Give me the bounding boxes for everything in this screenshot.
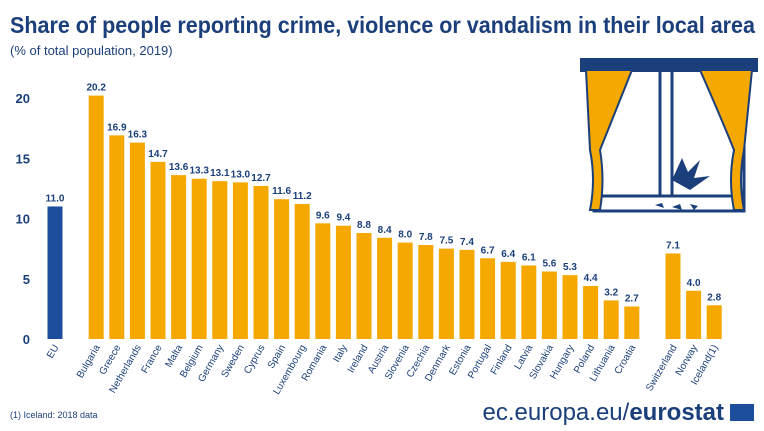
bar (377, 237, 393, 339)
bar (706, 305, 722, 339)
bar (109, 135, 125, 339)
bar (500, 261, 516, 339)
bar (480, 258, 496, 339)
bar (562, 275, 578, 339)
value-label: 6.1 (522, 252, 536, 263)
y-tick-label: 5 (23, 272, 30, 287)
chart-subtitle: (% of total population, 2019) (10, 43, 173, 58)
source-domain: ec.europa.eu/ (483, 399, 630, 426)
bar (129, 142, 145, 339)
value-label: 11.6 (272, 186, 291, 197)
y-tick-label: 15 (16, 151, 30, 166)
bar (438, 248, 454, 339)
value-label: 8.0 (398, 230, 412, 241)
y-tick-label: 20 (16, 91, 30, 106)
value-label: 7.1 (666, 240, 680, 251)
bar (47, 206, 63, 339)
value-label: 5.6 (542, 259, 556, 270)
value-label: 8.4 (378, 225, 392, 236)
value-label: 11.2 (293, 191, 312, 202)
value-label: 4.4 (584, 273, 598, 284)
value-label: 7.8 (419, 232, 433, 243)
bar (294, 204, 310, 339)
value-label: 8.8 (357, 220, 371, 231)
value-label: 11.0 (46, 193, 65, 204)
value-label: 13.6 (169, 162, 189, 173)
bar (335, 225, 351, 339)
value-label: 9.6 (316, 210, 330, 221)
value-label: 14.7 (148, 149, 168, 160)
bar (315, 223, 331, 339)
value-label: 20.2 (86, 83, 106, 94)
value-label: 13.3 (189, 166, 209, 177)
bar (665, 253, 681, 339)
bar (583, 285, 599, 339)
y-tick-label: 10 (16, 212, 30, 227)
bar (191, 178, 207, 339)
value-label: 13.0 (231, 169, 251, 180)
value-label: 5.3 (563, 262, 577, 273)
chart-title: Share of people reporting crime, violenc… (10, 12, 755, 38)
eu-flag (730, 404, 754, 421)
bar (212, 181, 228, 339)
value-label: 2.7 (625, 293, 639, 304)
value-label: 7.5 (439, 236, 453, 247)
value-label: 4.0 (687, 278, 701, 289)
bar (88, 95, 104, 339)
bar (603, 300, 619, 339)
value-label: 9.4 (336, 213, 350, 224)
bar (171, 175, 187, 339)
bar (274, 199, 290, 339)
bar (356, 232, 372, 339)
value-label: 2.8 (707, 292, 721, 303)
bar (150, 161, 166, 339)
value-label: 3.2 (604, 287, 618, 298)
window-illustration (580, 58, 758, 213)
bar (686, 290, 702, 339)
value-label: 16.3 (128, 130, 148, 141)
value-label: 6.7 (481, 245, 495, 256)
bar (541, 271, 557, 339)
bar (253, 185, 269, 339)
bar (521, 265, 537, 339)
bar (232, 182, 248, 339)
y-tick-label: 0 (23, 332, 30, 347)
bar (418, 245, 434, 339)
bar (397, 242, 413, 339)
value-label: 13.1 (210, 168, 230, 179)
value-label: 6.4 (501, 249, 515, 260)
value-label: 12.7 (251, 173, 271, 184)
bar (624, 306, 640, 339)
footnote: (1) Iceland: 2018 data (10, 410, 98, 420)
source-brand: eurostat (629, 399, 724, 426)
value-label: 16.9 (107, 122, 127, 133)
value-label: 7.4 (460, 237, 474, 248)
bar (459, 249, 475, 339)
